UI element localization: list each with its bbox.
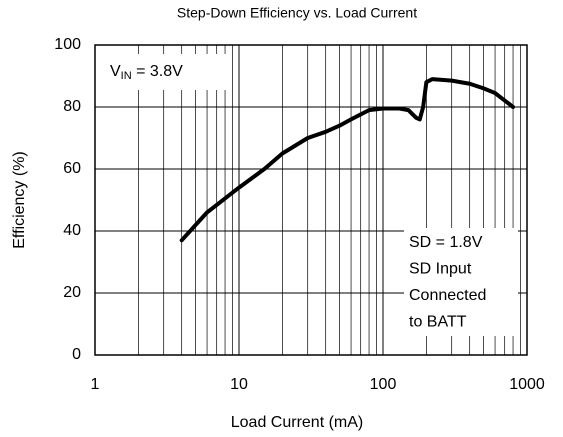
line-series bbox=[179, 77, 516, 243]
annotation-box bbox=[104, 54, 226, 90]
vin-main: V bbox=[110, 63, 121, 80]
y-axis-label: Efficiency (%) bbox=[11, 151, 28, 249]
chart-title: Step-Down Efficiency vs. Load Current bbox=[177, 5, 417, 21]
note-line: SD Input bbox=[409, 261, 472, 278]
y-tick-label: 20 bbox=[63, 284, 81, 301]
x-tick-label: 10 bbox=[230, 376, 248, 393]
x-axis-label: Load Current (mA) bbox=[231, 414, 364, 431]
plot-frame bbox=[94, 44, 528, 356]
y-tick-label: 80 bbox=[63, 98, 81, 115]
vin-sub: IN bbox=[121, 70, 132, 82]
y-tick-label: 0 bbox=[72, 346, 81, 363]
note-line: SD = 1.8V bbox=[409, 234, 483, 251]
note-line: to BATT bbox=[409, 314, 467, 331]
vin-annotation: VIN = 3.8V bbox=[110, 63, 183, 82]
y-tick-label: 100 bbox=[54, 36, 81, 53]
x-tick-label: 1000 bbox=[509, 376, 545, 393]
y-tick-label: 40 bbox=[63, 222, 81, 239]
note-line: Connected bbox=[409, 287, 486, 304]
x-tick-label: 100 bbox=[370, 376, 397, 393]
x-tick-label: 1 bbox=[91, 376, 100, 393]
vin-suffix: = 3.8V bbox=[132, 63, 183, 80]
annotation-box bbox=[404, 228, 518, 336]
y-tick-label: 60 bbox=[63, 160, 81, 177]
